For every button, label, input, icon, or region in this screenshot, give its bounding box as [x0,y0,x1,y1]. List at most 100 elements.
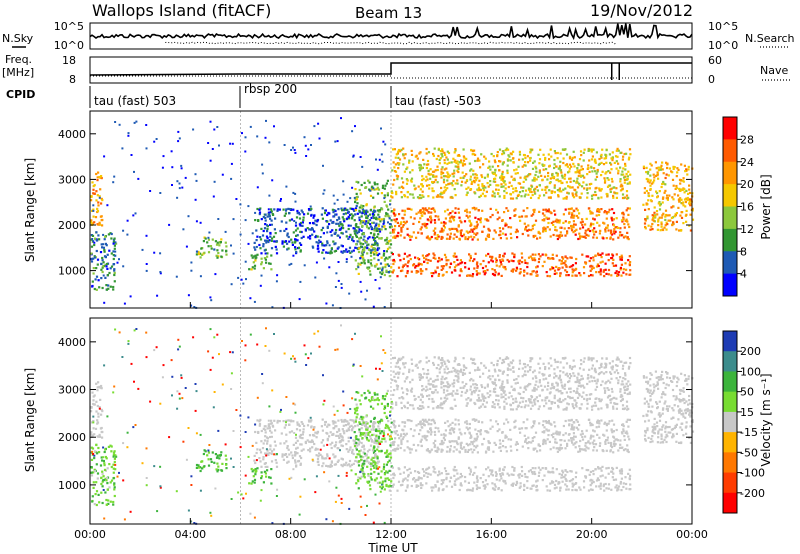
velocity-cell [464,450,467,453]
power-speckle [380,153,383,156]
velocity-cell [453,480,457,483]
power-cell [559,234,562,237]
power-cell [360,245,363,248]
power-cell [688,191,692,194]
power-cell [579,235,582,238]
power-colorbar-tick-label-2: 20 [740,178,754,191]
power-cell [686,173,689,176]
power-cell [410,177,414,180]
power-cell [254,219,257,222]
velocity-cell [390,465,393,468]
power-cell [225,250,228,253]
velocity-cell [315,454,318,457]
power-cell [591,212,594,215]
power-colorbar-tick-label-5: 8 [740,245,747,258]
power-cell [607,211,610,214]
power-cell [468,162,471,165]
power-cell [505,191,508,195]
power-cell [494,257,497,260]
velocity-cell [487,475,490,478]
power-cell [518,262,521,265]
power-cell [464,209,467,212]
power-cell [254,248,257,251]
power-cell [647,224,650,227]
power-cell [342,213,345,216]
power-cell [263,227,267,230]
velocity-cell [628,488,631,491]
power-speckle [375,158,377,161]
power-cell [473,236,476,239]
power-cell [472,173,475,176]
power-cell [628,148,632,151]
power-speckle [133,170,135,173]
power-cell [508,155,511,158]
power-cell [526,207,529,210]
power-cell [545,210,548,213]
velocity-cell [494,471,497,474]
velocity-cell [417,444,420,447]
power-cell [678,187,681,190]
power-cell [668,167,671,170]
velocity-cell [602,485,605,488]
power-cell [546,178,549,181]
velocity-cell [354,420,357,423]
power-speckle [304,144,307,147]
power-cell [440,258,443,261]
velocity-cell [588,418,591,421]
velocity-cell [444,434,447,437]
velocity-cell [437,448,440,451]
velocity-cell [417,423,420,426]
velocity-cell [504,482,507,485]
power-cell [403,236,406,239]
power-cell [619,266,622,269]
power-cell [506,164,509,167]
power-cell [391,191,394,195]
power-cell [389,243,393,246]
power-cell [646,180,649,183]
power-cell [500,185,503,188]
velocity-cell [573,435,576,438]
power-cell [571,156,574,159]
power-cell [561,148,565,151]
velocity-cell [270,422,273,425]
power-cell [536,189,539,192]
power-cell [445,167,448,170]
power-cell [568,177,571,180]
power-cell [456,179,459,182]
power-cell [547,171,550,175]
power-cell [567,221,570,224]
velocity-cell [372,456,375,460]
power-cell [430,219,433,222]
power-cell [472,179,475,182]
power-cell [342,250,346,253]
power-cell [658,216,661,219]
power-cell [582,266,586,269]
power-cell [622,213,625,216]
velocity-cell [531,467,534,470]
velocity-cell [368,448,371,451]
power-cell [367,259,370,262]
power-cell [454,149,457,152]
power-cell [356,212,359,215]
velocity-cell [432,466,435,469]
power-cell [599,155,603,158]
velocity-cell [421,484,424,487]
velocity-cell [258,424,261,427]
velocity-cell [467,481,470,484]
power-speckle [153,251,156,254]
velocity-cell [369,400,372,403]
power-cell [606,193,609,196]
power-speckle [232,218,235,221]
power-cell [90,195,93,198]
power-cell [95,267,98,270]
velocity-cell [354,412,357,415]
power-cell [555,265,558,268]
power-cell [98,238,101,241]
velocity-cell [401,428,404,431]
velocity-cell [264,431,267,434]
power-cell [465,230,468,233]
power-cell [404,275,407,278]
power-cell [550,155,553,158]
power-cell [612,196,615,199]
power-cell [376,218,379,221]
